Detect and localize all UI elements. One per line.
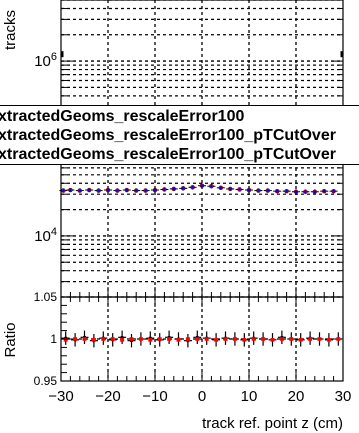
main-point-series-3 [97,189,100,192]
main-point-series-3 [135,189,138,192]
main-point-series-3 [144,189,147,192]
ratio-point-red [204,337,209,341]
ratio-point-red [120,338,125,342]
ratio-point-red [279,337,284,341]
main-point-series-3 [62,189,65,192]
main-point-series-3 [69,188,72,192]
x-tick-label: 20 [288,388,305,405]
main-point-series-3 [125,188,128,192]
x-axis-label: track ref. point z (cm) [202,415,343,432]
main-y-axis-label: tracks [2,10,19,50]
ratio-point-red [261,337,266,341]
main-point-series-3 [191,186,194,189]
main-point-series-3 [163,188,166,191]
legend: xtractedGeoms_rescaleError100 xtractedGe… [0,105,359,165]
main-point-series-3 [276,189,279,193]
ratio-point-red [148,338,153,342]
main-y-tick-label: 106 [34,51,57,70]
ratio-y-tick-label: 1 [50,332,57,346]
ratio-point-red [298,338,303,342]
main-point-series-3 [88,188,91,192]
main-point-series-3 [247,188,251,192]
main-point-series-3 [332,189,335,193]
ratio-point-red [110,337,115,341]
main-point-series-3 [285,189,288,193]
ratio-point-red [101,337,106,341]
main-y-tick-label: 104 [34,226,57,245]
x-tick-label: 10 [241,388,258,405]
main-point-series-3 [313,190,316,193]
main-point-series-3 [304,190,307,193]
main-point-series-3 [219,186,222,190]
main-point-series-3 [106,188,110,192]
x-tick-label: −20 [95,388,120,405]
main-point-series-3 [323,189,326,193]
ratio-point-red [195,337,200,341]
ratio-point-red [176,338,181,342]
ratio-point-red [289,337,294,341]
main-edge-point [60,51,64,58]
ratio-y-axis-label: Ratio [2,322,19,357]
legend-entry-2: xtractedGeoms_rescaleError100_pTCutOver [0,127,336,144]
main-point-series-3 [153,188,157,192]
ratio-point-red [270,338,275,342]
x-tick-label: 30 [335,388,352,405]
main-point-series-3 [294,190,298,193]
ratio-point-red [336,337,341,341]
ratio-point-red [326,338,331,342]
ratio-point-red [223,337,228,341]
ratio-ticks: 0.95 1 1.05 −30 −20 −10 0 10 20 30 [34,290,352,405]
ratio-marks [61,330,343,348]
ratio-point-red [73,337,78,341]
main-point-series-3 [210,185,213,188]
ratio-point-red [129,337,134,341]
ratio-point-red [91,338,96,342]
ratio-point-red [242,338,247,342]
main-point-series-3 [172,187,175,191]
main-point-series-3 [78,189,81,192]
ratio-point-red [167,337,172,341]
legend-entry-1: xtractedGeoms_rescaleError100 [0,108,245,125]
x-tick-label: −30 [48,388,73,405]
main-point-series-3 [182,187,185,190]
ratio-point-red [157,337,162,341]
main-point-series-3 [229,187,232,191]
legend-entry-3: xtractedGeoms_rescaleError100_pTCutOver [0,146,336,163]
ratio-point-red [82,337,87,341]
ratio-y-tick-label: 0.95 [34,374,58,388]
ratio-y-tick-label: 1.05 [34,290,58,304]
ratio-point-red [251,337,256,341]
main-marks [59,51,344,194]
ratio-point-red [317,337,322,341]
ratio-point-red [232,337,237,341]
ratio-point-red [138,337,143,341]
x-tick-label: 0 [198,388,206,405]
main-edge-point [340,51,344,58]
main-point-series-3 [266,189,269,192]
ratio-grid [61,297,343,381]
x-tick-label: −10 [142,388,167,405]
main-point-series-3 [116,189,119,192]
main-point-series-3 [257,189,260,192]
ratio-point-red [308,337,313,341]
main-point-series-3 [200,184,204,187]
ratio-point-red [63,338,68,342]
main-point-series-3 [238,188,241,191]
ratio-point-red [185,337,190,341]
ratio-point-red [214,338,219,342]
